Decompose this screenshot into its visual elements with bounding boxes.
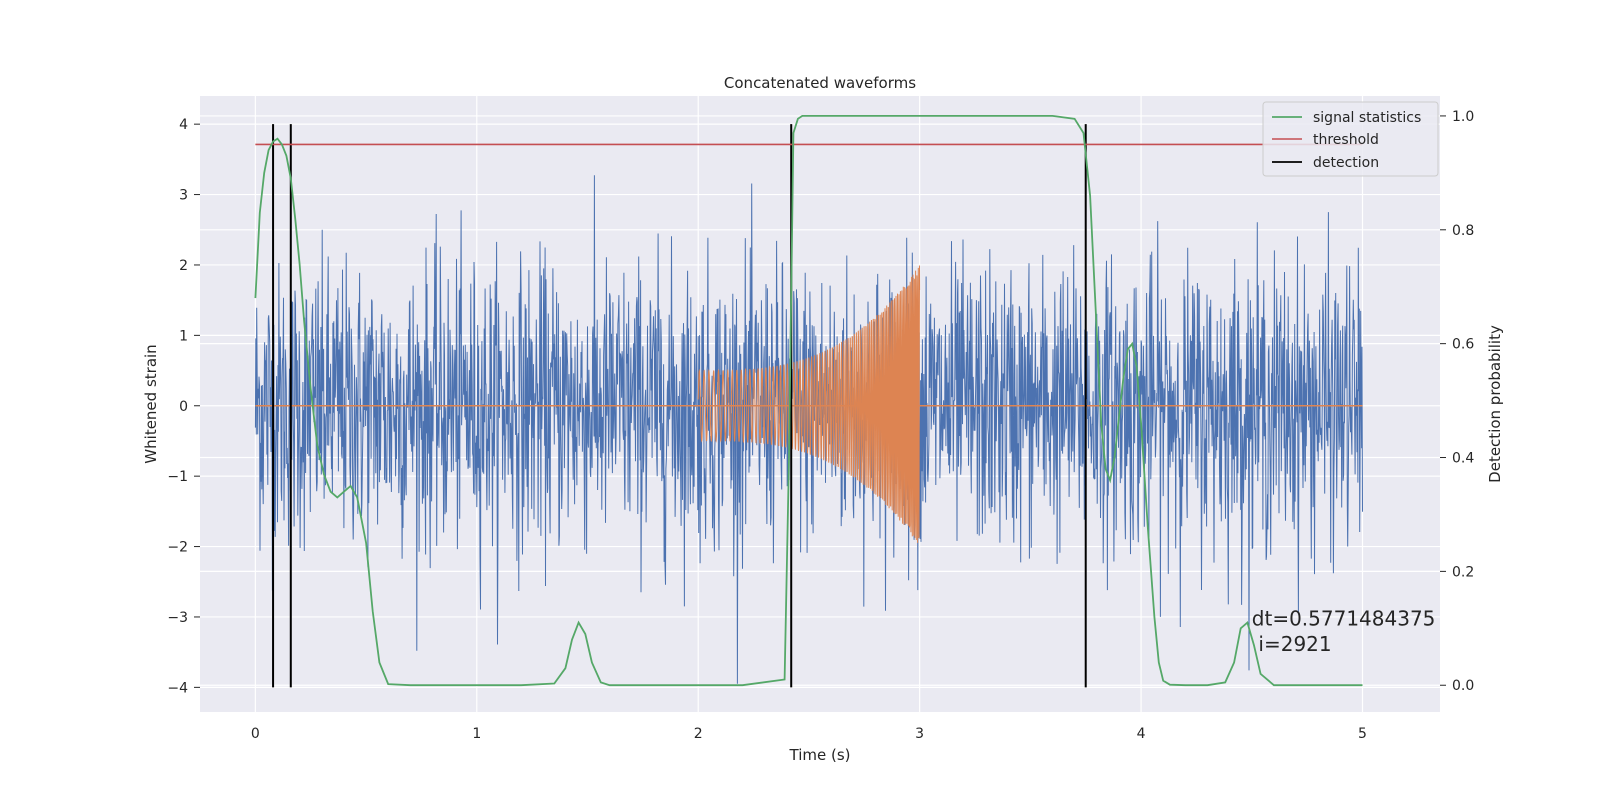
series-line-signal-statistics <box>254 115 1363 687</box>
x-tick-label: 3 <box>915 726 924 742</box>
legend-label-detection: detection <box>1313 155 1379 171</box>
y2-tick-label: 1.0 <box>1452 109 1474 125</box>
y2-tick-label: 0.2 <box>1452 564 1474 580</box>
y-tick-label: 4 <box>179 117 188 133</box>
y-tick-label: −2 <box>167 540 188 556</box>
y2-tick-label: 0.6 <box>1452 337 1474 353</box>
detection-lines <box>272 124 1087 688</box>
y-tick-label: 2 <box>179 258 188 274</box>
y-axis-ticks: −4 −3 −2 −1 0 1 2 3 4 <box>167 117 200 696</box>
x-axis-ticks: 0 1 2 3 4 5 <box>251 726 1367 742</box>
y-tick-label: −3 <box>167 610 188 626</box>
annotation-text: i=2921 <box>1258 632 1331 656</box>
injection-series-line <box>697 265 921 543</box>
y2-tick-label: 0.0 <box>1452 678 1474 694</box>
y-tick-label: 0 <box>179 399 188 415</box>
y2-axis-ticks: 0.0 0.2 0.4 0.6 0.8 1.0 <box>1440 109 1474 694</box>
y-tick-label: 1 <box>179 328 188 344</box>
y-tick-label: 3 <box>179 188 188 204</box>
legend-label-threshold: threshold <box>1313 132 1379 148</box>
x-tick-label: 1 <box>472 726 481 742</box>
y2-axis-label: Detection probability <box>1486 325 1504 483</box>
y2-tick-label: 0.4 <box>1452 451 1474 467</box>
y-tick-label: −4 <box>167 680 188 696</box>
x-tick-label: 2 <box>694 726 703 742</box>
y-tick-label: −1 <box>167 469 188 485</box>
legend-box <box>1262 101 1439 177</box>
x-axis-label: Time (s) <box>789 746 851 764</box>
y-axis-label: Whitened strain <box>142 344 160 463</box>
x-tick-label: 4 <box>1137 726 1146 742</box>
legend: signal statistics threshold detection <box>1262 101 1439 177</box>
x-tick-label: 0 <box>251 726 260 742</box>
chart-title: Concatenated waveforms <box>724 74 916 92</box>
noise-series-line <box>254 175 1363 684</box>
x-tick-label: 5 <box>1358 726 1367 742</box>
annotation-text: dt=0.5771484375 <box>1252 606 1436 630</box>
legend-label-signal-statistics: signal statistics <box>1313 110 1421 126</box>
y2-tick-label: 0.8 <box>1452 223 1474 239</box>
